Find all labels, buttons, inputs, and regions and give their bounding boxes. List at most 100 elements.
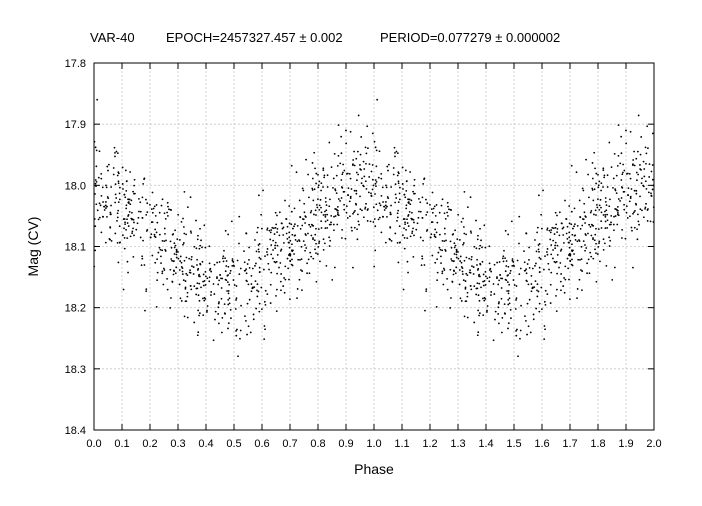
data-point	[592, 257, 595, 260]
data-point	[635, 189, 638, 192]
x-tick-label: 0.5	[226, 438, 241, 450]
data-point	[155, 231, 158, 234]
data-point	[160, 204, 163, 207]
data-point	[478, 247, 481, 250]
data-point	[434, 214, 437, 217]
data-point	[626, 217, 629, 219]
data-point	[310, 255, 313, 258]
data-point	[267, 262, 270, 265]
data-point	[646, 220, 649, 222]
data-point	[197, 331, 200, 334]
data-point	[326, 213, 329, 216]
data-point	[581, 289, 583, 292]
data-point	[581, 187, 584, 190]
data-point	[235, 285, 238, 287]
data-point	[196, 264, 198, 266]
data-point	[106, 215, 108, 218]
data-point	[556, 254, 559, 256]
data-point	[190, 231, 193, 234]
data-point	[185, 256, 188, 259]
data-point	[382, 201, 384, 203]
data-point	[304, 215, 307, 218]
data-point	[288, 254, 290, 256]
data-point	[450, 246, 453, 249]
data-point	[422, 239, 424, 242]
data-point	[519, 267, 522, 270]
data-point	[365, 152, 368, 155]
data-point	[556, 288, 558, 291]
data-point	[131, 232, 134, 235]
data-point	[490, 291, 493, 293]
data-point	[163, 269, 166, 271]
data-point	[389, 211, 392, 214]
data-point	[558, 211, 561, 214]
data-point	[353, 150, 355, 153]
data-point	[161, 239, 164, 242]
data-point	[270, 253, 273, 256]
data-point	[234, 308, 237, 310]
data-point	[316, 206, 319, 209]
data-point	[131, 230, 134, 233]
data-point	[393, 146, 396, 149]
data-point	[608, 236, 611, 239]
data-point	[543, 325, 546, 327]
data-point	[195, 293, 198, 296]
data-point	[322, 167, 325, 170]
x-tick-label: 0.7	[282, 438, 297, 450]
data-point	[609, 239, 612, 242]
data-point	[203, 299, 206, 302]
data-point	[404, 223, 406, 226]
data-point	[238, 215, 241, 218]
data-point	[307, 258, 310, 261]
data-point	[560, 289, 562, 292]
data-point	[199, 227, 201, 230]
data-point	[127, 214, 130, 216]
data-point	[477, 331, 480, 334]
data-point	[257, 248, 260, 251]
data-point	[613, 266, 616, 269]
data-point	[580, 269, 582, 271]
data-point	[161, 272, 164, 275]
data-point	[235, 297, 238, 300]
data-point	[514, 308, 517, 310]
data-point	[644, 180, 647, 183]
data-point	[419, 210, 422, 213]
x-tick-label: 0.6	[254, 438, 269, 450]
data-point	[352, 212, 354, 215]
data-point	[538, 266, 541, 269]
data-point	[364, 180, 367, 183]
data-point	[635, 157, 638, 160]
data-point	[460, 300, 463, 302]
data-point	[628, 172, 631, 175]
data-point	[139, 210, 142, 213]
data-point	[259, 258, 262, 260]
data-point	[605, 209, 608, 212]
data-point	[326, 226, 329, 229]
data-point	[602, 186, 604, 188]
data-point	[266, 293, 269, 296]
data-point	[608, 141, 611, 144]
data-point	[359, 195, 361, 198]
data-point	[193, 245, 196, 248]
data-point	[307, 232, 309, 235]
data-point	[606, 213, 609, 216]
data-point	[133, 178, 136, 181]
data-point	[602, 238, 605, 241]
data-point	[312, 225, 315, 227]
data-point	[349, 130, 352, 133]
data-point	[630, 226, 633, 229]
data-point	[349, 177, 352, 180]
data-point	[193, 285, 196, 288]
data-point	[310, 210, 313, 212]
data-point	[121, 166, 124, 169]
data-point	[127, 201, 130, 203]
data-point	[403, 237, 406, 239]
data-point	[370, 194, 373, 197]
data-point	[308, 196, 310, 199]
data-point	[387, 163, 390, 166]
data-point	[645, 152, 648, 155]
data-point	[389, 226, 392, 228]
data-point	[245, 232, 248, 235]
data-point	[239, 329, 242, 332]
data-point	[183, 232, 186, 235]
